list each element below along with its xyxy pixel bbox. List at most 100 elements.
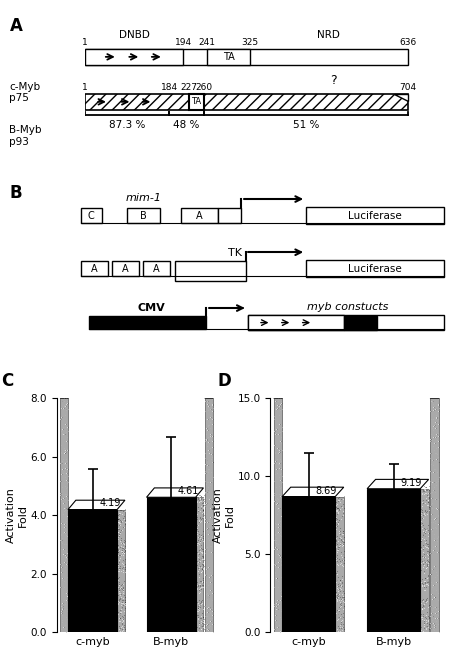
Point (207, 511, 215, 522)
Polygon shape (60, 389, 76, 398)
Bar (344, 316, 377, 330)
Point (120, 556, 128, 567)
Point (57, 624, 64, 634)
Point (206, 494, 214, 504)
Point (420, 617, 428, 628)
Point (272, 615, 280, 626)
Point (196, 494, 203, 505)
Point (121, 514, 129, 525)
Point (338, 555, 346, 565)
Point (426, 487, 434, 498)
Point (204, 399, 211, 409)
Point (201, 547, 209, 558)
Point (272, 560, 279, 571)
Point (427, 622, 435, 633)
Point (205, 420, 212, 431)
Point (205, 529, 212, 539)
Point (433, 435, 440, 446)
Point (60, 499, 68, 510)
Point (194, 493, 201, 504)
Point (339, 607, 347, 618)
Point (278, 527, 286, 538)
Point (428, 589, 436, 599)
Point (425, 484, 432, 494)
Point (435, 403, 443, 414)
Point (200, 504, 207, 515)
Point (425, 615, 432, 626)
Point (60, 443, 67, 454)
Point (278, 445, 285, 456)
Point (63, 490, 70, 501)
Point (114, 533, 122, 544)
Point (434, 531, 442, 542)
Point (205, 620, 212, 631)
Point (119, 597, 127, 608)
Point (205, 591, 213, 602)
Point (118, 626, 126, 637)
Point (209, 609, 216, 620)
Point (61, 502, 68, 513)
Point (434, 427, 441, 438)
Point (64, 591, 71, 601)
Point (339, 526, 346, 537)
Point (432, 607, 440, 617)
Point (202, 396, 210, 407)
Point (429, 432, 437, 443)
Polygon shape (430, 389, 447, 398)
Point (435, 411, 442, 421)
Point (424, 611, 431, 622)
Point (199, 554, 207, 565)
Point (193, 559, 201, 570)
Point (429, 405, 437, 415)
Point (429, 460, 437, 470)
Point (427, 487, 435, 498)
Point (201, 569, 209, 580)
Point (200, 601, 208, 611)
Point (194, 520, 202, 531)
Point (429, 441, 437, 452)
Point (202, 492, 210, 503)
Point (339, 505, 347, 516)
Point (277, 490, 284, 501)
Point (334, 578, 342, 589)
Point (431, 591, 438, 602)
Point (118, 604, 125, 615)
Point (424, 576, 432, 587)
Point (337, 580, 344, 591)
Point (418, 551, 425, 562)
Point (193, 537, 201, 548)
Point (196, 515, 203, 526)
Point (339, 538, 346, 549)
Point (273, 573, 280, 583)
Point (116, 594, 124, 605)
Point (271, 601, 279, 612)
Point (430, 420, 438, 431)
Point (62, 393, 70, 403)
Point (340, 502, 348, 513)
Point (117, 598, 125, 609)
Point (428, 458, 435, 469)
Point (58, 542, 65, 553)
Point (428, 454, 436, 465)
Point (201, 436, 209, 447)
Point (59, 509, 67, 520)
Point (429, 413, 437, 424)
Point (58, 607, 65, 618)
Point (64, 403, 72, 414)
Point (278, 591, 285, 601)
Point (427, 569, 434, 579)
Point (277, 468, 284, 478)
Point (119, 555, 127, 565)
Point (203, 517, 211, 528)
Point (196, 492, 203, 503)
Point (429, 517, 437, 528)
Point (209, 510, 216, 520)
Point (201, 509, 208, 520)
Point (193, 512, 201, 522)
Point (336, 522, 343, 533)
Point (275, 429, 283, 440)
Point (428, 608, 435, 619)
Point (428, 605, 435, 615)
Point (429, 579, 437, 590)
Point (435, 605, 442, 616)
